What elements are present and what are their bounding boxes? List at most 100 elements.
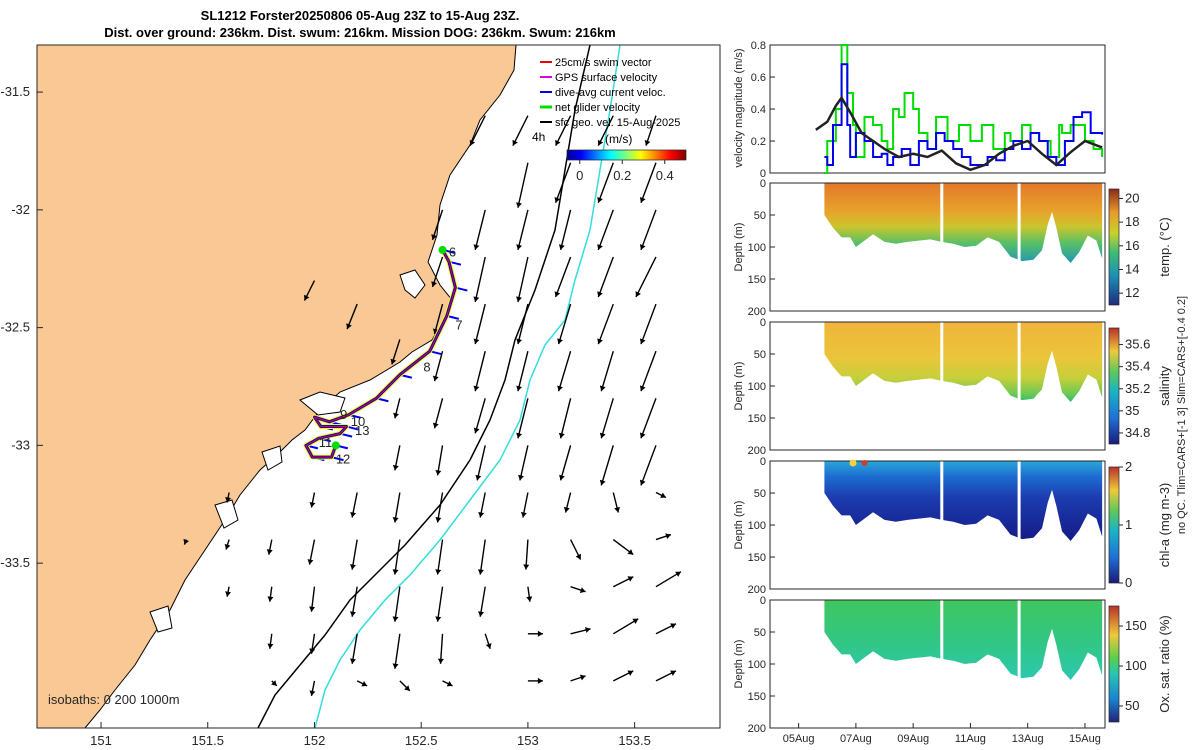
geo-vector-shaft — [597, 256, 614, 298]
map-y-tick-label: -33.5 — [0, 555, 30, 570]
geo-vector-head — [563, 506, 570, 513]
track-day-label: 13 — [355, 423, 369, 438]
depth-colorbar-label: chl-a (mg m-3) — [1157, 483, 1172, 568]
geo-vector-shaft — [600, 398, 614, 439]
map-x-tick-label: 153.5 — [618, 733, 651, 748]
depth-y-tick-label: 50 — [754, 627, 766, 639]
geo-vector-head — [361, 680, 368, 687]
colorbar-units-label: (m/s) — [605, 132, 632, 146]
geo-vector-head — [635, 291, 641, 297]
geo-vector-head — [516, 244, 523, 250]
geo-vector-shaft — [479, 539, 486, 575]
depth-section-field — [824, 322, 1103, 402]
depth-y-tick-label: 100 — [748, 242, 766, 254]
depth-colorbar-tick-label: 35.4 — [1125, 359, 1150, 374]
depth-y-label: Depth (m) — [733, 223, 745, 272]
geo-vector-head — [309, 606, 316, 612]
geo-vector-shaft — [474, 256, 486, 303]
track-day-label: 11 — [319, 435, 333, 450]
speed-colorbar-ticks: 0 0.2 0.4 — [576, 160, 674, 183]
depth-x-ticks: 05Aug 07Aug 09Aug 11Aug 13Aug 15Aug — [783, 723, 1101, 745]
depth-y-tick-label: 100 — [748, 520, 766, 532]
coastal-lakes — [149, 269, 426, 633]
geo-vector-head — [473, 338, 480, 345]
geo-vector-head — [575, 553, 582, 560]
geo-vector-head — [475, 474, 482, 481]
geo-vector-head — [537, 677, 543, 684]
geo-vector-shaft — [554, 115, 572, 146]
map-x-tick-label: 151.5 — [191, 733, 224, 748]
geo-vector-head — [558, 244, 565, 250]
geo-vector-shaft — [600, 445, 614, 486]
depth-section-field — [824, 461, 1103, 541]
lake-3 — [261, 445, 283, 471]
geo-vector-head — [350, 611, 356, 617]
geo-vector-head — [557, 338, 563, 345]
geo-vector-shaft — [474, 209, 486, 251]
data-gap-1 — [940, 600, 944, 728]
geo-vector-head — [432, 375, 439, 382]
speed-colorbar-tick-label: 0 — [576, 168, 583, 183]
geo-vector-head — [225, 591, 232, 597]
depth-section-field — [824, 600, 1103, 680]
geo-vector-head — [431, 281, 437, 287]
depth-x-tick-label: 09Aug — [897, 733, 929, 745]
glider-track — [303, 245, 468, 462]
track-day-label: 6 — [449, 244, 456, 259]
geo-vector-head — [639, 432, 646, 439]
depth-colorbar-tick-label: 1 — [1125, 517, 1132, 532]
map-x-tick-label: 153 — [517, 733, 539, 748]
velocity-y-tick-label: 0.2 — [751, 136, 766, 148]
geo-vector-head — [559, 474, 565, 481]
geo-vector-shaft — [476, 445, 486, 481]
geo-vector-shaft — [469, 115, 486, 146]
geo-vector-head — [597, 139, 604, 146]
depth-panel: 0 50 100 150 200 Depth (m) 12 14 16 18 20 temp. (°C… — [733, 178, 1172, 318]
geo-vector-head — [660, 492, 666, 498]
geo-vector-head — [437, 658, 444, 664]
depth-y-label: Depth (m) — [733, 501, 745, 550]
geo-vector-shaft — [600, 350, 614, 392]
geo-vector-shaft — [559, 398, 572, 439]
geo-vector-shaft — [436, 445, 444, 476]
track-end-marker — [331, 441, 340, 450]
depth-y-tick-label: 0 — [760, 178, 766, 190]
geo-vector-head — [392, 464, 399, 471]
geo-vector-shaft — [433, 398, 444, 429]
data-gap-2 — [1017, 461, 1021, 589]
geo-vector-head — [597, 338, 603, 345]
geo-vector-shaft — [597, 209, 614, 251]
map-y-tick-label: -31.5 — [0, 84, 30, 99]
legend-label-net: net glider velocity — [555, 102, 640, 114]
geo-vector-head — [579, 587, 586, 593]
geo-vector-shaft — [519, 445, 529, 481]
isobath-200 — [257, 45, 591, 728]
geo-vector-head — [393, 412, 399, 419]
depth-y-tick-label: 0 — [760, 595, 766, 607]
geo-vector-head — [670, 670, 676, 676]
coastline-land — [37, 45, 517, 728]
geo-vector-head — [554, 291, 561, 297]
geo-vector-head — [350, 658, 356, 664]
geo-vector-shaft — [436, 586, 444, 622]
geo-vector-shaft — [394, 492, 401, 523]
map-legend: 25cm/s swim vector GPS surface velocity … — [540, 57, 680, 129]
geo-vector-shaft — [559, 445, 572, 481]
geo-vector-shaft — [517, 209, 529, 251]
geo-vector-head — [469, 139, 476, 146]
geo-vector-shaft — [517, 303, 529, 345]
geo-vector-head — [516, 385, 523, 392]
geo-vector-head — [597, 291, 603, 297]
velocity-y-tick-label: 0.6 — [751, 72, 766, 84]
geo-vector-head — [446, 680, 453, 687]
depth-y-tick-label: 100 — [748, 659, 766, 671]
depth-x-tick-label: 15Aug — [1069, 733, 1101, 745]
geo-vector-head — [473, 385, 480, 392]
geo-vector-head — [183, 538, 190, 545]
velocity-y-tick-label: 0.8 — [751, 40, 766, 52]
geo-vector-shaft — [474, 303, 486, 345]
depth-y-tick-label: 150 — [748, 552, 766, 564]
